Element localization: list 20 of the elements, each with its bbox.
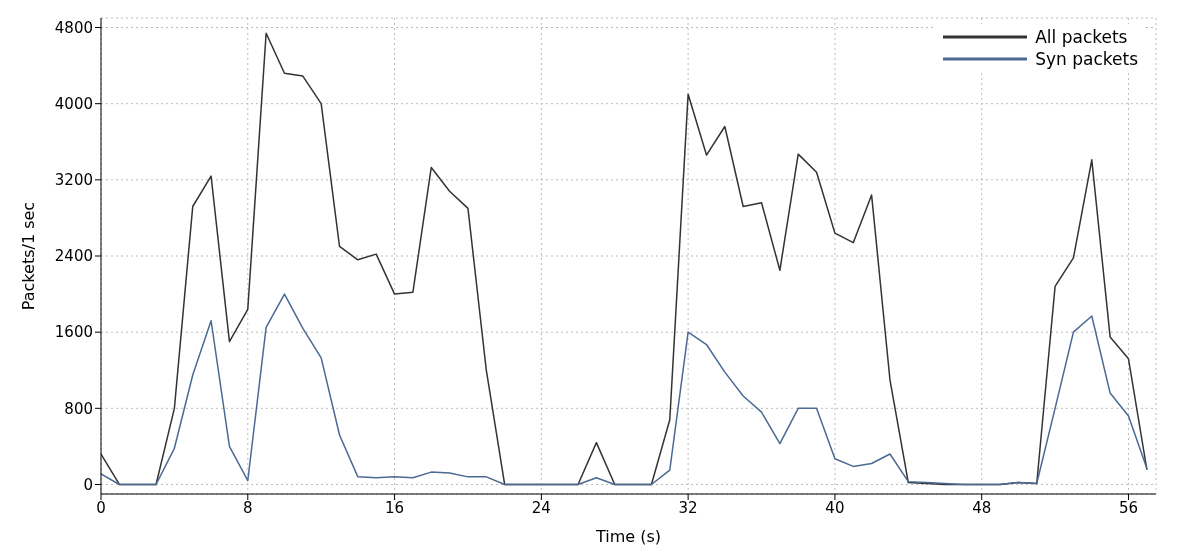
y-axis-title: Packets/1 sec (18, 201, 38, 311)
x-tick-label: 56 (1118, 498, 1139, 517)
x-tick-label: 24 (531, 498, 551, 517)
x-tick-label: 16 (385, 498, 405, 517)
legend-label: All packets (1035, 26, 1128, 48)
legend-label: Syn packets (1035, 48, 1138, 70)
x-axis-title: Time (s) (594, 527, 662, 546)
y-tick-label: 4000 (54, 95, 93, 113)
y-tick-label: 0 (83, 475, 93, 494)
x-tick-label: 8 (243, 498, 253, 517)
x-tick-label: 40 (825, 498, 845, 517)
y-tick-label: 4800 (54, 18, 93, 37)
x-tick-label: 0 (96, 498, 106, 517)
y-tick-label: 3200 (54, 171, 93, 190)
y-tick-label: 800 (64, 399, 93, 418)
x-tick-label: 32 (678, 498, 698, 517)
y-tick-label: 1600 (54, 323, 93, 342)
y-tick-label: 2400 (54, 247, 93, 266)
x-tick-label: 48 (972, 498, 992, 517)
line-series (101, 293, 1148, 486)
